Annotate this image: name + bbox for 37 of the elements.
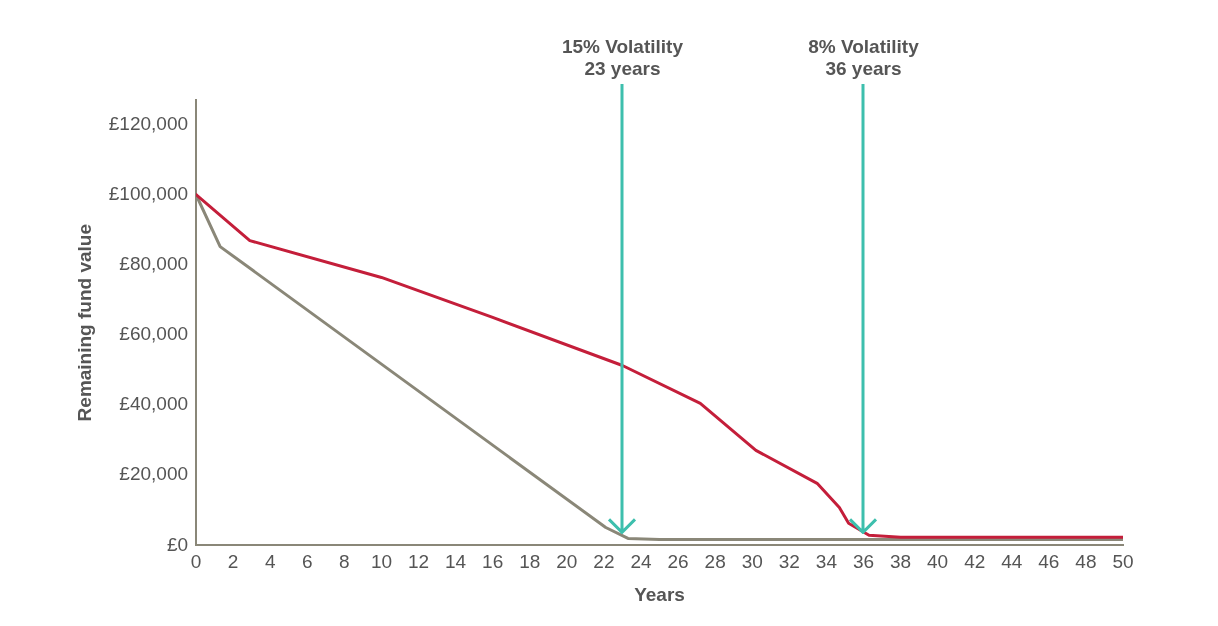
y-tick-label: £80,000	[119, 253, 189, 275]
x-tick-label: 34	[815, 551, 838, 573]
y-tick-label: £0	[166, 533, 189, 555]
y-axis-title: Remaining fund value	[73, 223, 95, 422]
x-tick-label: 22	[593, 551, 615, 573]
x-tick-label: 6	[301, 551, 313, 573]
x-tick-label: 8	[339, 551, 350, 573]
x-tick-label: 46	[1038, 551, 1060, 573]
y-tick-label: £20,000	[119, 463, 189, 485]
x-tick-label: 38	[889, 551, 912, 573]
x-tick-label: 2	[227, 551, 239, 573]
y-tick-label: £60,000	[119, 323, 189, 345]
x-tick-label: 50	[1112, 551, 1134, 573]
y-tick-label: £120,000	[108, 112, 189, 134]
x-tick-label: 28	[704, 551, 726, 573]
x-tick-label: 48	[1075, 551, 1097, 573]
x-axis-title: Years	[634, 583, 685, 605]
x-tick-label: 30	[741, 551, 763, 573]
x-tick-label: 12	[407, 551, 430, 573]
x-tick-label: 40	[927, 551, 949, 573]
annotation: 8% Volatility 36 years	[808, 35, 920, 79]
y-tick-label: £40,000	[119, 393, 189, 415]
x-tick-label: 42	[964, 551, 986, 573]
annotation: 15% Volatility 23 years	[561, 35, 684, 79]
x-tick-label: 24	[630, 551, 652, 573]
x-tick-label: 20	[556, 551, 578, 573]
x-tick-label: 10	[370, 551, 393, 573]
x-tick-label: 0	[190, 551, 202, 573]
x-tick-label: 36	[852, 551, 875, 573]
x-tick-label: 26	[667, 551, 689, 573]
x-tick-label: 4	[264, 551, 276, 573]
x-tick-label: 18	[519, 551, 541, 573]
x-tick-label: 16	[482, 551, 504, 573]
x-tick-label: 14	[445, 551, 467, 573]
x-tick-label: 44	[1001, 551, 1023, 573]
y-tick-label: £100,000	[108, 182, 189, 204]
x-tick-label: 32	[778, 551, 800, 573]
